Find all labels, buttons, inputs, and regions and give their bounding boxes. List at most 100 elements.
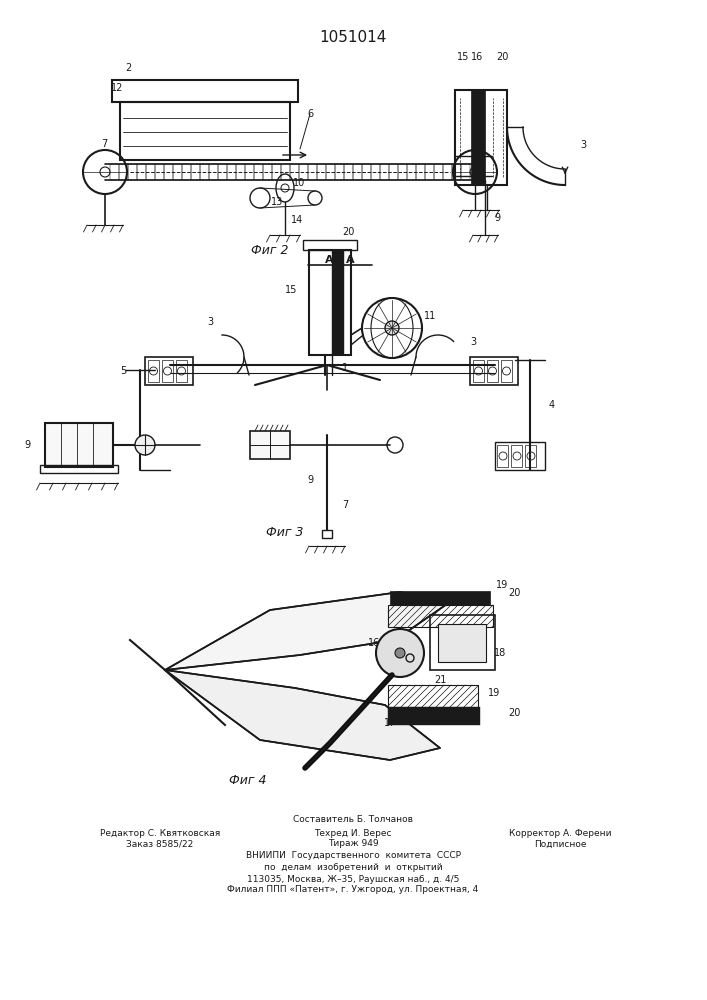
Bar [272,164,281,180]
Text: 9: 9 [24,440,30,450]
Bar [455,90,507,185]
Bar [250,431,290,459]
Bar [390,591,490,605]
Bar [303,240,357,250]
Bar [452,164,461,180]
Bar [322,530,332,538]
Bar [511,445,522,467]
Text: 20: 20 [341,227,354,237]
Text: Составитель Б. Толчанов: Составитель Б. Толчанов [293,816,413,824]
Text: ВНИИПИ  Государственного  комитета  СССР: ВНИИПИ Государственного комитета СССР [245,852,460,860]
Bar [40,465,118,473]
Text: 1: 1 [342,363,348,373]
Text: 6: 6 [307,109,313,119]
Polygon shape [165,592,450,670]
Bar [461,164,470,180]
Bar [335,164,344,180]
Bar [281,164,290,180]
Circle shape [376,629,424,677]
Bar [501,360,512,382]
Bar [182,164,191,180]
Text: 9: 9 [494,213,500,223]
Text: 20: 20 [508,588,520,598]
Bar [245,164,254,180]
Circle shape [395,648,405,658]
Bar [362,164,371,180]
Bar [371,164,380,180]
Text: Фиг 3: Фиг 3 [267,526,304,538]
Text: 19: 19 [488,688,500,698]
Circle shape [135,435,155,455]
Bar [173,164,182,180]
Text: Тираж 949: Тираж 949 [327,840,378,848]
Text: 16: 16 [471,52,483,62]
Bar [120,102,290,160]
Text: 4: 4 [549,400,555,410]
Text: 2: 2 [125,63,131,73]
Polygon shape [165,670,440,760]
Bar [380,164,389,180]
Text: Фиг 2: Фиг 2 [251,243,288,256]
Text: 19: 19 [496,580,508,590]
Text: 16: 16 [368,638,380,648]
Bar [443,164,452,180]
Bar [398,164,407,180]
Text: 3: 3 [470,337,476,347]
Text: 13: 13 [271,197,283,207]
Bar [155,164,164,180]
Bar [146,164,155,180]
Bar [425,164,434,180]
Bar [162,360,173,382]
Text: 5: 5 [120,366,126,376]
Text: Заказ 8585/22: Заказ 8585/22 [127,840,194,848]
Text: Подписное: Подписное [534,840,586,848]
Text: 113035, Москва, Ж–35, Раушская наб., д. 4/5: 113035, Москва, Ж–35, Раушская наб., д. … [247,874,459,884]
Text: 20: 20 [508,708,520,718]
Bar [200,164,209,180]
Bar [308,164,317,180]
Circle shape [385,321,399,335]
Bar [145,357,193,385]
Bar [495,442,545,470]
Bar [525,445,536,467]
Text: Филиал ППП «Патент», г. Ужгород, ул. Проектная, 4: Филиал ППП «Патент», г. Ужгород, ул. Про… [228,886,479,894]
Bar [128,164,137,180]
Text: 7: 7 [342,500,348,510]
Bar [290,164,299,180]
Bar [209,164,218,180]
Text: 15: 15 [457,52,469,62]
Bar [299,164,308,180]
Text: 20: 20 [496,52,508,62]
Text: 3: 3 [207,317,213,327]
Bar [471,90,485,185]
Bar [148,360,159,382]
Text: А - А: А - А [325,255,355,265]
Bar [137,164,146,180]
Bar [191,164,200,180]
Bar [317,164,326,180]
Bar [434,164,443,180]
Bar [416,164,425,180]
Bar [344,164,353,180]
Bar [45,423,113,467]
Text: по  делам  изобретений  и  открытий: по делам изобретений и открытий [264,863,443,872]
Bar [438,624,486,662]
Text: 10: 10 [293,178,305,188]
Bar [353,164,362,180]
Text: Фиг 4: Фиг 4 [229,774,267,786]
Bar [388,707,480,725]
Text: 21: 21 [434,675,446,685]
Bar [254,164,263,180]
Bar [176,360,187,382]
Text: Корректор А. Ферени: Корректор А. Ферени [509,828,612,838]
Text: 15: 15 [285,285,297,295]
Bar [497,445,508,467]
Bar [487,360,498,382]
Text: Техред И. Верес: Техред И. Верес [314,828,392,838]
Bar [470,357,518,385]
Bar [326,164,335,180]
Bar [332,250,344,355]
Text: 12: 12 [111,83,123,93]
Bar [263,164,272,180]
Bar [389,164,398,180]
